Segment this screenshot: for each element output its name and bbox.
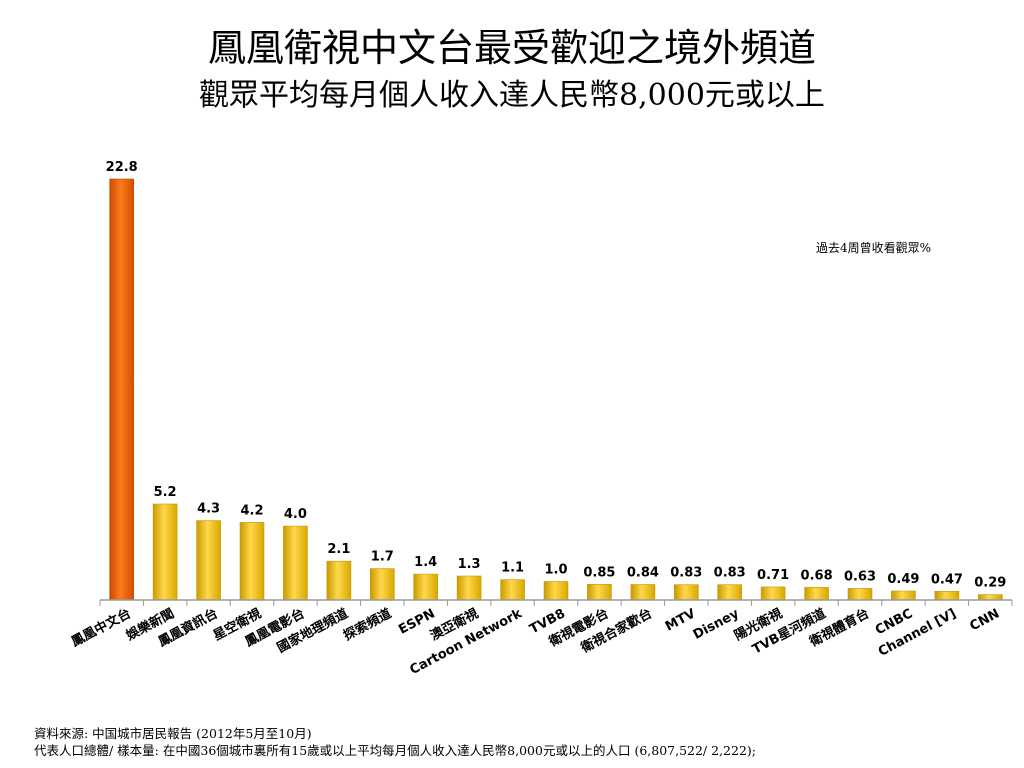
value-label: 5.2: [154, 485, 177, 500]
value-label: 0.85: [583, 565, 615, 580]
bar-9: [456, 575, 482, 601]
bars-group: [109, 178, 1003, 601]
value-label: 0.83: [714, 566, 746, 581]
value-label: 22.8: [106, 160, 138, 175]
x-axis-ticks: [99, 600, 1013, 606]
value-label: 0.68: [801, 568, 833, 583]
value-label: 1.4: [414, 555, 437, 570]
value-label: 4.2: [240, 503, 263, 518]
bar-20: [934, 590, 960, 601]
bar-2: [152, 503, 178, 601]
bar-18: [847, 588, 873, 601]
bar-11: [543, 581, 569, 601]
bar-13: [630, 584, 656, 601]
bar-15: [717, 584, 743, 601]
chart-subtitle: 觀眾平均每月個人收入達人民幣8,000元或以上: [199, 78, 825, 113]
chart-title: 鳳凰衛視中文台最受歡迎之境外頻道: [207, 26, 816, 70]
legend-note: 過去4周曾收看觀眾%: [816, 241, 932, 255]
value-label: 0.71: [757, 568, 789, 583]
value-label: 4.3: [197, 502, 220, 517]
bar-4: [239, 522, 265, 601]
bar-21: [977, 594, 1003, 601]
bar-6: [326, 560, 352, 601]
value-label: 1.1: [501, 561, 524, 576]
value-label: 0.84: [627, 566, 659, 581]
bar-17: [804, 587, 829, 601]
bar-7: [369, 568, 395, 601]
bar-19: [891, 590, 916, 601]
footnote-source: 資料來源: 中国城市居民報告 (2012年5月至10月): [34, 726, 312, 741]
category-label: 探索頻道: [341, 605, 394, 644]
value-label: 0.29: [974, 576, 1006, 591]
value-label: 1.3: [458, 557, 481, 572]
value-label: 2.1: [327, 542, 350, 557]
bar-8: [413, 573, 439, 601]
bar-16: [760, 586, 786, 601]
value-labels-group: 22.8 5.2 4.3 4.2 4.0 2.1 1.7 1.4 1.3 1.1 1.0 0.85 0.…: [106, 160, 1007, 591]
value-label: 0.49: [887, 572, 919, 587]
category-label: 鳳凰中文台: [69, 605, 134, 650]
footnote-population: 代表人口總體/ 樣本量: 在中國36個城市裏所有15歲或以上平均每月個人收入達人…: [34, 743, 756, 758]
value-label: 4.0: [284, 507, 307, 522]
value-label: 0.83: [670, 566, 702, 581]
bar-12: [587, 583, 612, 601]
category-label: Disney: [691, 606, 742, 643]
value-label: 0.63: [844, 569, 876, 584]
value-label: 1.0: [544, 563, 567, 578]
category-label: CNN: [967, 606, 1002, 634]
bar-14: [673, 584, 699, 601]
bar-10: [500, 579, 525, 601]
value-label: 0.47: [931, 572, 963, 587]
bar-5: [283, 525, 308, 601]
bar-1: [109, 178, 134, 601]
bar-3: [196, 520, 221, 601]
value-label: 1.7: [371, 550, 394, 565]
